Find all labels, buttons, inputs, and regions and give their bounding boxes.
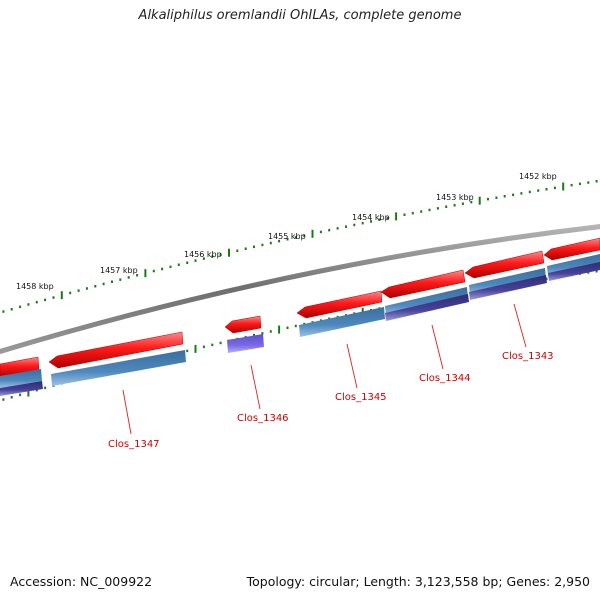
gene-label-clos-1343[interactable]: Clos_1343 xyxy=(502,351,554,362)
leader-lines xyxy=(122,303,527,435)
outer-scale-ticks xyxy=(2,180,598,313)
scale-label-1456: 1456 kbp xyxy=(184,250,222,259)
leader-clos-1346 xyxy=(250,364,261,410)
genome-summary-text: Topology: circular; Length: 3,123,558 bp… xyxy=(246,574,590,589)
gene-label-clos-1344[interactable]: Clos_1344 xyxy=(419,373,471,384)
scale-label-1454: 1454 kbp xyxy=(352,213,390,222)
feature-track-2 xyxy=(0,262,600,396)
feature-navy-clos-1343[interactable] xyxy=(469,275,547,300)
scale-labels: 1452 kbp 1453 kbp 1454 kbp 1455 kbp 1456… xyxy=(16,172,557,291)
genome-backbone xyxy=(0,224,600,355)
map-title: Alkaliphilus oremlandii OhILAs, complete… xyxy=(138,8,462,23)
feature-bar-clos-1345[interactable] xyxy=(299,307,385,337)
leader-clos-1345 xyxy=(346,343,358,389)
cds-arrow-next[interactable] xyxy=(543,237,600,261)
leader-clos-1343 xyxy=(513,303,527,348)
cds-track xyxy=(0,237,600,378)
gene-label-clos-1345[interactable]: Clos_1345 xyxy=(335,392,387,403)
cds-arrow-clos-1344[interactable] xyxy=(380,269,466,299)
feature-navy-clos-1344[interactable] xyxy=(385,294,469,321)
scale-label-1453: 1453 kbp xyxy=(436,193,474,202)
cds-arrow-clos-1343[interactable] xyxy=(464,250,545,279)
feature-navy-next[interactable] xyxy=(548,262,600,281)
feature-navy-prev[interactable] xyxy=(0,381,43,396)
scale-label-1455: 1455 kbp xyxy=(268,232,306,241)
leader-clos-1347 xyxy=(122,389,132,435)
gene-label-clos-1346[interactable]: Clos_1346 xyxy=(237,413,289,424)
leader-clos-1344 xyxy=(431,324,444,370)
scale-label-1457: 1457 kbp xyxy=(100,266,138,275)
scale-label-1458: 1458 kbp xyxy=(16,282,54,291)
gene-label-clos-1347[interactable]: Clos_1347 xyxy=(108,439,160,450)
scale-label-1452: 1452 kbp xyxy=(519,172,557,181)
cds-arrow-clos-1347[interactable] xyxy=(48,331,184,369)
feature-bar-prev[interactable] xyxy=(0,369,42,388)
cds-arrow-clos-1345[interactable] xyxy=(296,290,383,319)
accession-text: Accession: NC_009922 xyxy=(10,574,153,589)
feature-bar-clos-1347[interactable] xyxy=(51,350,186,386)
cds-arrow-clos-1346[interactable] xyxy=(224,315,262,334)
gene-labels: Clos_1343 Clos_1344 Clos_1345 Clos_1346 … xyxy=(108,351,554,450)
feature-bar-clos-1346[interactable] xyxy=(227,334,264,353)
